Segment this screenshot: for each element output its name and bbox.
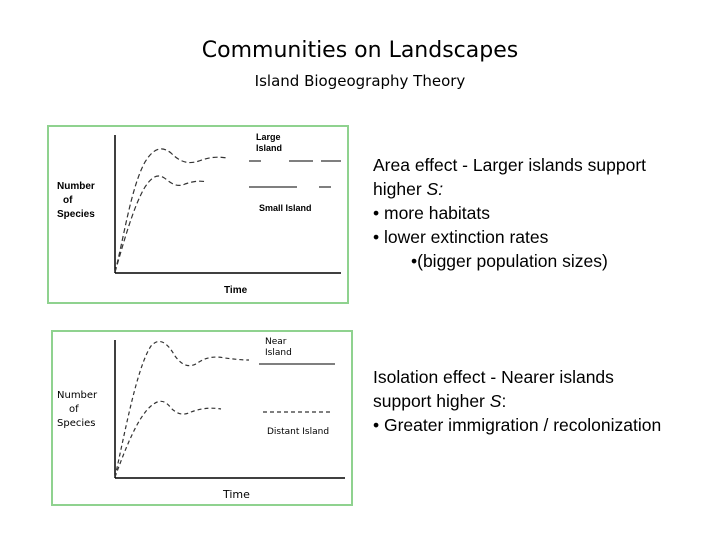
y-label-line-2: of xyxy=(63,195,73,206)
area-effect-heading-prefix: higher xyxy=(373,179,427,199)
y-label-line-2: of xyxy=(69,404,79,415)
y-label-line-3: Species xyxy=(57,418,96,429)
species-richness-symbol: S xyxy=(489,391,502,411)
species-richness-symbol: S: xyxy=(426,179,444,199)
area-effect-sub-bullet: •(bigger population sizes) xyxy=(411,251,608,271)
area-effect-plot: Number of Species Time Large Island Smal… xyxy=(57,132,341,296)
isolation-effect-heading-prefix: support higher xyxy=(373,391,490,411)
area-effect-text: Area effect - Larger islands support hig… xyxy=(373,153,718,273)
large-island-curve xyxy=(114,148,228,273)
slide-subtitle: Island Biogeography Theory xyxy=(254,72,466,90)
near-island-label-line-1: Near xyxy=(265,337,287,347)
x-label: Time xyxy=(222,488,250,501)
small-island-curve xyxy=(114,175,208,273)
y-label-line-3: Species xyxy=(57,209,95,220)
slide-title: Communities on Landscapes xyxy=(201,38,519,63)
area-effect-bullet: • more habitats xyxy=(373,203,491,223)
y-label-line-1: Number xyxy=(57,181,95,192)
isolation-effect-bullet: • Greater immigration / recolonization xyxy=(373,415,662,435)
isolation-effect-heading-line-2: support higher S: xyxy=(373,389,718,413)
isolation-effect-text: Isolation effect - Nearer islands suppor… xyxy=(373,365,718,437)
near-island-curve xyxy=(114,340,250,478)
large-island-label-line-2: Island xyxy=(256,143,282,153)
isolation-effect-heading-suffix: : xyxy=(501,391,507,411)
area-effect-figure: Number of Species Time Large Island Smal… xyxy=(47,125,349,304)
distant-island-curve xyxy=(114,400,222,478)
x-label: Time xyxy=(224,285,248,296)
large-island-label-line-1: Large xyxy=(256,132,281,142)
area-effect-heading: Area effect - Larger islands support xyxy=(373,155,647,175)
distant-island-label: Distant Island xyxy=(267,427,329,437)
small-island-label: Small Island xyxy=(259,203,312,213)
area-effect-bullet: • lower extinction rates xyxy=(373,227,549,247)
isolation-effect-figure: Number of Species Time Near Island Dista… xyxy=(51,330,353,506)
y-label-line-1: Number xyxy=(57,390,98,401)
area-effect-heading-line-2: higher S: xyxy=(373,177,718,201)
isolation-effect-heading: Isolation effect - Nearer islands xyxy=(373,367,614,387)
isolation-effect-plot: Number of Species Time Near Island Dista… xyxy=(57,337,345,501)
near-island-label-line-2: Island xyxy=(265,348,292,358)
